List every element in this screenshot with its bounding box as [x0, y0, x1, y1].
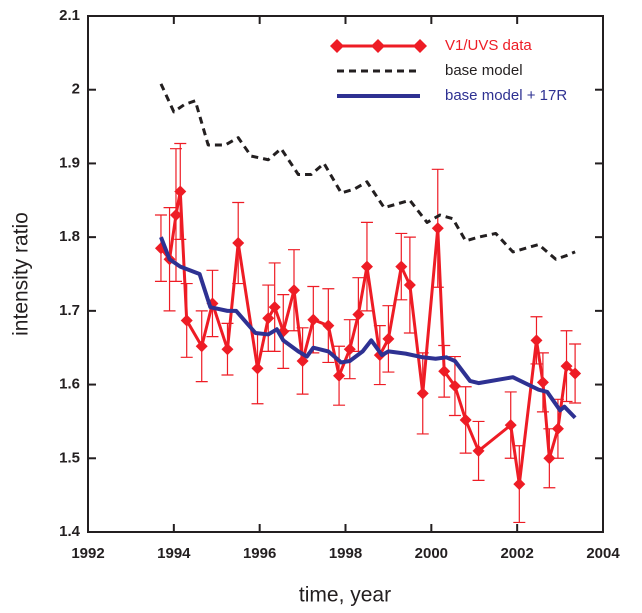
legend-label: base model + 17R: [445, 87, 567, 104]
marker: [262, 312, 275, 325]
marker: [395, 260, 408, 273]
marker: [438, 365, 451, 378]
y-tick-label: 2: [72, 81, 80, 98]
marker: [288, 284, 300, 297]
marker: [530, 334, 543, 347]
series-line: [159, 83, 576, 261]
y-tick-label: 1.5: [59, 449, 80, 466]
marker: [382, 332, 395, 345]
marker: [513, 478, 526, 491]
marker: [251, 362, 264, 375]
y-axis-label: intensity ratio: [10, 212, 33, 336]
x-tick-label: 1996: [243, 545, 276, 562]
marker: [431, 222, 444, 235]
legend-label: V1/UVS data: [445, 37, 532, 54]
series-line: [159, 236, 577, 420]
x-tick-label: 1994: [157, 545, 191, 562]
marker: [169, 209, 182, 222]
y-tick-label: 1.4: [59, 523, 81, 540]
marker: [322, 319, 335, 332]
marker: [448, 380, 461, 393]
marker: [307, 313, 320, 326]
x-tick-label: 1998: [329, 545, 362, 562]
marker: [543, 452, 556, 465]
marker: [195, 340, 208, 353]
marker: [504, 419, 517, 432]
marker: [180, 314, 193, 327]
y-tick-label: 1.7: [59, 302, 80, 319]
legend-marker: [413, 39, 427, 53]
x-tick-label: 2002: [500, 545, 533, 562]
y-tick-label: 2.1: [59, 7, 80, 24]
marker: [403, 279, 416, 292]
x-tick-label: 1992: [71, 545, 104, 562]
y-tick-label: 1.9: [59, 154, 80, 171]
marker: [536, 376, 549, 389]
marker: [569, 367, 582, 380]
x-tick-label: 2004: [586, 545, 620, 562]
marker: [560, 360, 573, 373]
marker: [459, 413, 472, 426]
legend-marker: [330, 39, 344, 53]
marker: [268, 301, 281, 314]
marker: [551, 422, 564, 435]
marker: [360, 260, 373, 273]
y-tick-label: 1.8: [59, 228, 80, 245]
marker: [333, 369, 346, 382]
marker: [352, 308, 365, 321]
marker: [472, 444, 485, 457]
x-axis-label: time, year: [299, 584, 391, 607]
y-tick-label: 1.6: [59, 376, 80, 393]
marker: [221, 343, 234, 356]
x-tick-label: 2000: [415, 545, 448, 562]
marker: [232, 237, 245, 250]
legend-marker: [371, 39, 385, 53]
marker: [343, 343, 356, 356]
series-line: [159, 189, 577, 486]
marker: [174, 185, 187, 198]
legend-label: base model: [445, 62, 523, 79]
marker: [416, 387, 429, 400]
